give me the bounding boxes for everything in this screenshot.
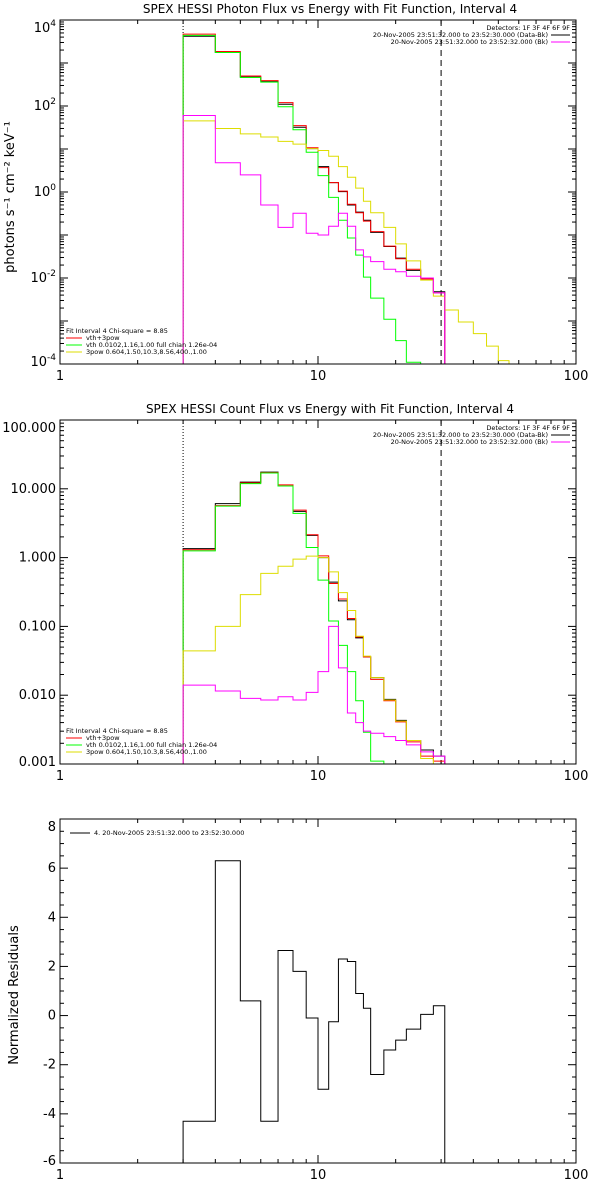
residuals-plot	[182, 860, 446, 1163]
x-tick-label: 100	[564, 769, 589, 784]
y-tick-label: 102	[34, 97, 56, 114]
count-flux-series-vth	[182, 472, 385, 764]
y-tick-label: 2	[48, 959, 56, 974]
photon-flux-legend-right-entry: 20-Nov-2005 23:51:32.000 to 23:52:30.000…	[373, 31, 548, 39]
photon-flux-series-vth+3pow	[182, 33, 446, 364]
residuals-ylabel: Normalized Residuals	[7, 925, 22, 1065]
y-tick-label: 10.000	[11, 482, 57, 497]
photon-flux-legend-left: Fit Interval 4 Chi-square = 8.85 vth+3po…	[66, 327, 217, 356]
count-flux-panel: SPEX HESSI Count Flux vs Energy with Fit…	[2, 402, 588, 784]
count-flux-detectors: Detectors: 1F 3F 4F 6F 9F	[486, 424, 570, 432]
count-flux-legend-right: Detectors: 1F 3F 4F 6F 9F 20-Nov-2005 23…	[373, 424, 570, 446]
x-tick-label: 100	[564, 369, 589, 384]
y-tick-label: 4	[48, 910, 56, 925]
photon-flux-legend-entry: vth+3pow	[86, 334, 120, 342]
y-tick-label: -6	[43, 1154, 56, 1169]
count-flux-frame	[59, 419, 577, 765]
y-tick-label: 104	[34, 19, 57, 36]
photon-flux-frame	[59, 19, 577, 365]
residuals-ticks: 1 10 100 -6 -4 -2 0 2 4 6 8	[43, 818, 589, 1183]
photon-flux-ylabel: photons s⁻¹ cm⁻² keV⁻¹	[3, 121, 18, 273]
residuals-series-group	[182, 860, 446, 1163]
count-flux-legend-right-entry: 20-Nov-2005 23:51:32.000 to 23:52:32.000…	[391, 438, 548, 446]
y-tick-label: -2	[43, 1058, 56, 1073]
count-flux-legend-header: Fit Interval 4 Chi-square = 8.85	[66, 727, 168, 735]
y-tick-label: 100	[34, 183, 57, 200]
count-flux-title: SPEX HESSI Count Flux vs Energy with Fit…	[146, 402, 514, 416]
count-flux-legend-entry: vth+3pow	[86, 734, 120, 742]
photon-flux-panel: SPEX HESSI Photon Flux vs Energy with Fi…	[3, 2, 588, 384]
photon-flux-series-vth	[182, 34, 422, 364]
photon-flux-plot	[182, 20, 510, 364]
photon-flux-series-3pow	[182, 120, 510, 364]
y-tick-label: 0.001	[19, 755, 56, 770]
count-flux-ticks: 1 10 100 0.001 0.010 0.100 1.000 10.000 100.000	[2, 420, 588, 784]
y-tick-label: 1.000	[19, 551, 56, 566]
photon-flux-legend-header: Fit Interval 4 Chi-square = 8.85	[66, 327, 168, 335]
count-flux-series-data	[182, 471, 446, 764]
y-tick-label: 0.100	[19, 619, 56, 634]
residuals-legend: 4. 20-Nov-2005 23:51:32.000 to 23:52:30.…	[70, 829, 244, 837]
residuals-legend-entry: 4. 20-Nov-2005 23:51:32.000 to 23:52:30.…	[94, 829, 244, 837]
x-tick-label: 100	[564, 1168, 589, 1183]
photon-flux-legend-entry: vth 0.0102,1.16,1.00 full chian 1.26e-04	[86, 341, 217, 349]
x-tick-label: 10	[310, 369, 327, 384]
count-flux-series-group	[182, 420, 446, 764]
residuals-series-4	[182, 860, 446, 1163]
x-tick-label: 1	[56, 369, 64, 384]
x-tick-label: 10	[310, 769, 327, 784]
photon-flux-legend-right-entry: 20-Nov-2005 23:51:32.000 to 23:52:32.000…	[391, 38, 548, 46]
residuals-frame	[59, 818, 577, 1164]
count-flux-legend-entry: 3pow 0.604,1.50,10.3,8.56,400.,1.00	[86, 748, 207, 756]
photon-flux-series-bk	[182, 115, 446, 364]
y-tick-label: 6	[48, 861, 56, 876]
count-flux-series-vth+3pow	[182, 472, 446, 764]
y-tick-label: 100.000	[2, 421, 56, 436]
y-tick-label: 0.010	[19, 688, 56, 703]
photon-flux-detectors: Detectors: 1F 3F 4F 6F 9F	[486, 24, 570, 32]
x-tick-label: 1	[56, 1168, 64, 1183]
count-flux-series-3pow	[182, 555, 434, 764]
photon-flux-series-group	[182, 20, 510, 364]
photon-flux-title: SPEX HESSI Photon Flux vs Energy with Fi…	[143, 2, 517, 16]
count-flux-legend-right-entry: 20-Nov-2005 23:51:32.000 to 23:52:30.000…	[373, 431, 548, 439]
count-flux-legend-left: Fit Interval 4 Chi-square = 8.85 vth+3po…	[66, 727, 217, 756]
count-flux-series-bk	[182, 625, 446, 764]
count-flux-plot	[182, 420, 446, 764]
count-flux-legend-entry: vth 0.0102,1.16,1.00 full chian 1.26e-04	[86, 741, 217, 749]
x-tick-label: 1	[56, 769, 64, 784]
photon-flux-ticks: 1 10 100 10-4 10-2 100 102 104	[30, 19, 588, 384]
photon-flux-legend-right: Detectors: 1F 3F 4F 6F 9F 20-Nov-2005 23…	[373, 24, 570, 46]
y-tick-label: -4	[43, 1107, 56, 1122]
photon-flux-legend-entry: 3pow 0.604,1.50,10.3,8.56,400.,1.00	[86, 348, 207, 356]
y-tick-label: 10-4	[30, 353, 56, 370]
y-tick-label: 10-2	[30, 269, 56, 286]
y-tick-label: 0	[48, 1009, 56, 1024]
photon-flux-series-data	[182, 35, 446, 364]
x-tick-label: 10	[310, 1168, 327, 1183]
y-tick-label: 8	[48, 820, 56, 835]
residuals-panel: Normalized Residuals 1 10 100 -6 -4 -2 0 2 4 6 8 4…	[7, 818, 589, 1183]
